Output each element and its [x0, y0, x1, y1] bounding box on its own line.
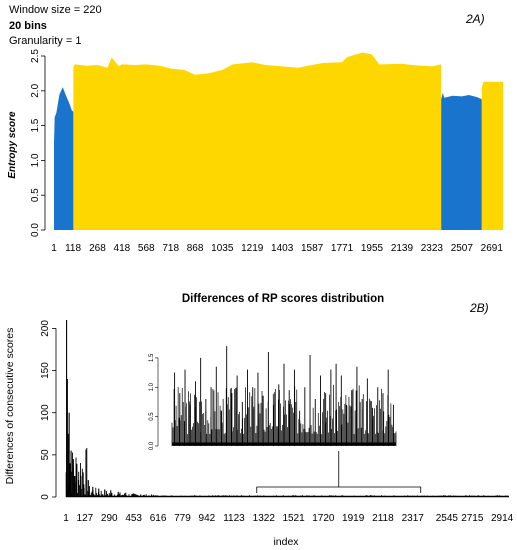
y-tick-label: 200 [40, 320, 51, 337]
x-tick-label: 1035 [211, 243, 234, 254]
zoom-inset: 0.0 0.5 1.0 1.5 [149, 346, 397, 450]
x-tick-label: 1771 [331, 243, 354, 254]
y-axis-label-differences: Differences of consecutive scores [4, 328, 16, 485]
x-tick-label: 1 [51, 243, 57, 254]
zoom-bracket [256, 451, 422, 493]
x-tick-label: 2914 [491, 513, 514, 524]
x-tick-label: 127 [77, 513, 94, 524]
y-tick-label: 0 [40, 494, 51, 500]
entropy-area-yellow-3 [481, 81, 503, 230]
x-tick-label: 268 [89, 243, 106, 254]
entropy-y-axis: 0.0 0.5 1.0 1.5 2.0 2.5 [30, 49, 46, 237]
x-tick-label: 118 [65, 243, 81, 254]
x-tick-label: 1123 [223, 513, 245, 524]
entropy-x-axis: 1 118 268 418 568 718 868 1035 1219 1403 1587 1771 1… [51, 243, 503, 254]
y-tick-label: 0.5 [30, 188, 41, 202]
entropy-area-yellow-1 [73, 52, 442, 230]
x-tick-label: 1219 [241, 243, 264, 254]
x-tick-label: 1403 [271, 243, 294, 254]
y-tick-label: 50 [40, 449, 51, 461]
y-tick-label: 150 [40, 362, 51, 379]
x-tick-label: 942 [199, 513, 216, 524]
x-tick-label: 2507 [451, 243, 474, 254]
x-tick-label: 1720 [312, 513, 335, 524]
x-tick-label: 2317 [402, 513, 425, 524]
y-tick-label: 2.0 [30, 83, 41, 97]
rp-y-axis: 0 50 100 150 200 [40, 320, 57, 500]
panel-label-2b: 2B) [469, 301, 489, 315]
inset-y-tick-label: 1.5 [149, 353, 155, 362]
y-tick-label: 0.0 [30, 223, 41, 237]
x-tick-label: 1 [63, 513, 69, 524]
y-tick-label: 2.5 [30, 49, 41, 63]
x-tick-label: 2545 [436, 513, 459, 524]
inset-y-tick-label: 1.0 [149, 382, 155, 391]
x-tick-label: 1521 [282, 513, 305, 524]
window-size-label: Window size = 220 [9, 4, 102, 16]
y-axis-label-entropy: Entropy score [7, 111, 18, 179]
x-tick-label: 868 [187, 243, 204, 254]
x-tick-label: 2691 [481, 243, 504, 254]
rp-plot-area [65, 320, 509, 498]
x-tick-label: 2139 [391, 243, 414, 254]
x-tick-label: 1919 [342, 513, 365, 524]
x-tick-label: 290 [101, 513, 118, 524]
entropy-area-blue-2 [441, 92, 482, 231]
y-tick-label: 1.0 [30, 153, 41, 167]
inset-y-tick-label: 0.0 [149, 441, 155, 450]
x-tick-label: 1955 [361, 243, 384, 254]
x-tick-label: 418 [114, 243, 131, 254]
x-tick-label: 2118 [372, 513, 394, 524]
entropy-area-blue-0 [54, 87, 74, 230]
x-tick-label: 2323 [421, 243, 444, 254]
x-tick-label: 718 [162, 243, 179, 254]
inset-y-tick-label: 0.5 [149, 412, 155, 421]
x-tick-label: 1322 [253, 513, 276, 524]
x-tick-label: 1587 [301, 243, 324, 254]
panel-label-2a: 2A) [465, 12, 485, 26]
x-tick-label: 568 [138, 243, 155, 254]
x-axis-label-index: index [273, 536, 299, 548]
chart-title-rp: Differences of RP scores distribution [182, 293, 384, 305]
bins-label: 20 bins [9, 20, 47, 32]
y-tick-label: 100 [40, 404, 51, 421]
x-tick-label: 453 [125, 513, 142, 524]
entropy-plot-area [54, 52, 503, 231]
x-tick-label: 779 [174, 513, 191, 524]
granularity-label: Granularity = 1 [9, 35, 81, 47]
x-tick-label: 2715 [461, 513, 484, 524]
bracket-line [256, 486, 422, 493]
rp-x-axis: 1 127 290 453 616 779 942 1123 1322 1521 1720 1919 2… [63, 513, 513, 524]
x-tick-label: 616 [150, 513, 167, 524]
rp-differences-chart: Differences of RP scores distribution 2B… [4, 293, 514, 548]
y-tick-label: 1.5 [30, 118, 41, 132]
entropy-chart: Entropy score 0.0 0.5 1.0 1.5 2.0 2.5 1 118 268… [7, 49, 503, 254]
